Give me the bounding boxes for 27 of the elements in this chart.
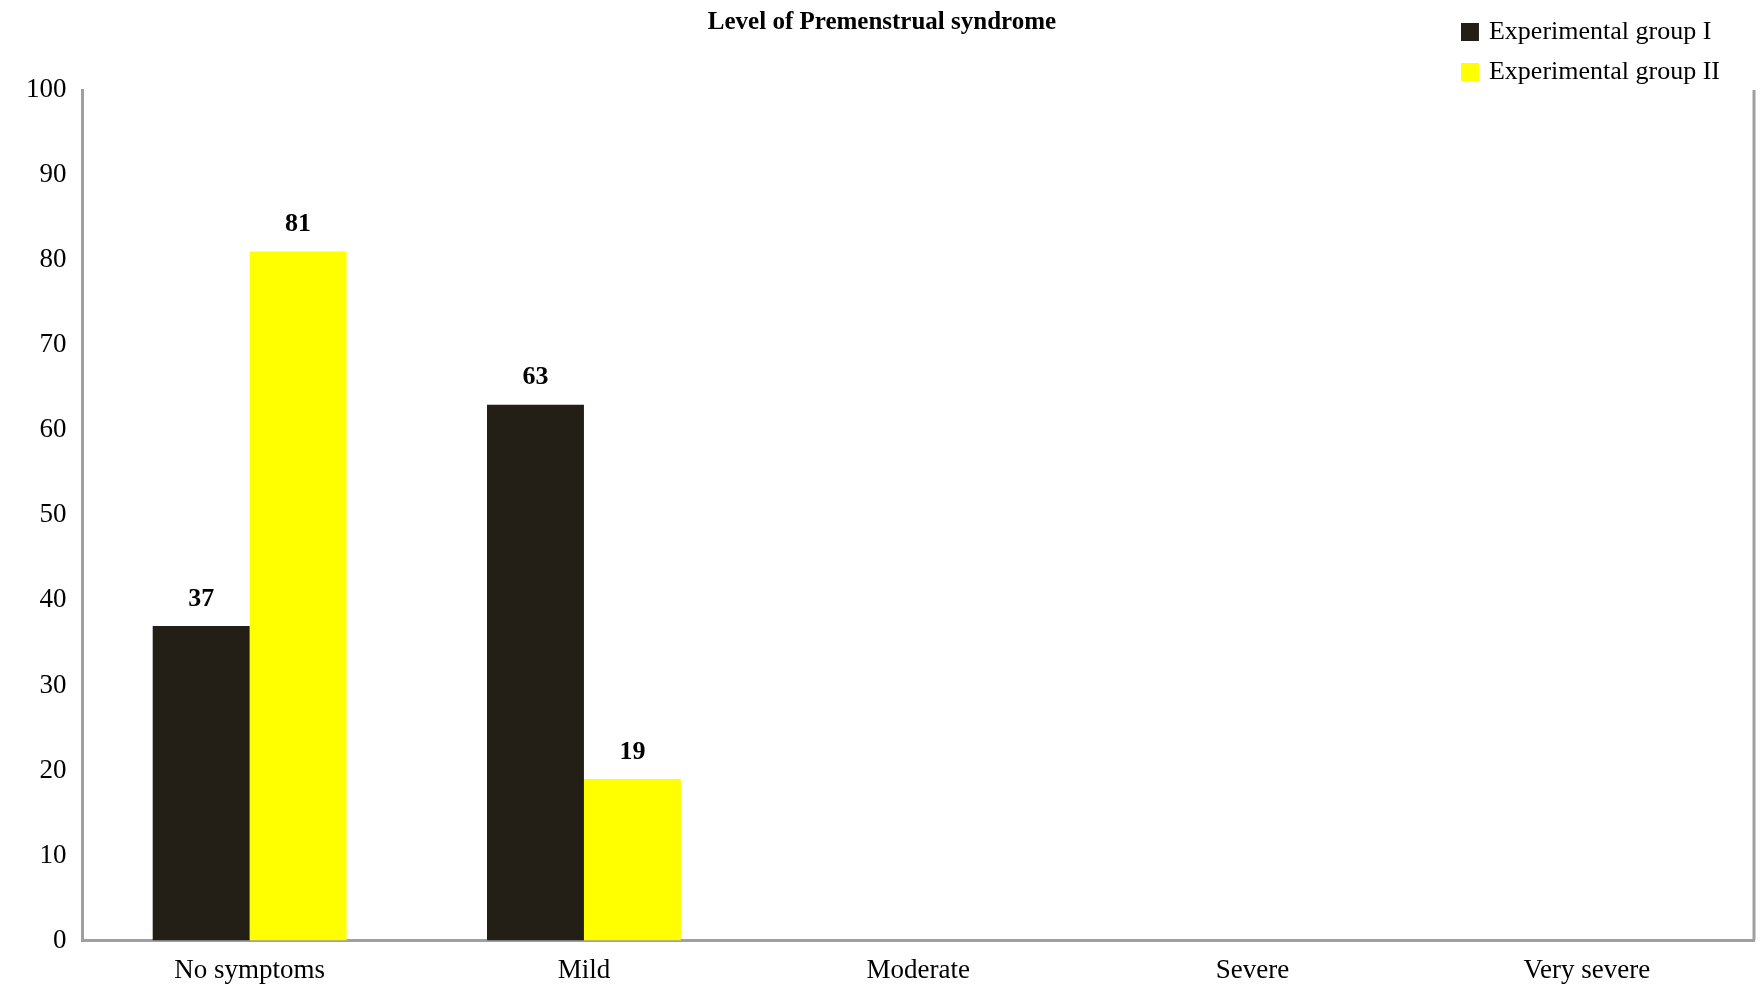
x-tick-label: Moderate	[866, 953, 970, 984]
x-tick-label: Very severe	[1523, 953, 1651, 984]
y-tick-label: 60	[39, 413, 67, 444]
chart-title: Level of Premenstrual syndrome	[707, 7, 1057, 35]
legend-label: Experimental group II	[1488, 55, 1720, 85]
bar	[487, 404, 584, 941]
y-tick-label: 50	[39, 498, 67, 529]
y-tick-label: 80	[39, 243, 67, 274]
y-tick-label: 70	[39, 328, 67, 359]
bar	[152, 625, 250, 941]
x-tick-label: Mild	[557, 953, 611, 984]
data-label: 81	[285, 208, 312, 238]
y-tick-label: 20	[39, 753, 67, 784]
y-tick-label: 30	[39, 668, 67, 699]
data-label: 37	[188, 582, 215, 612]
x-tick-label: No symptoms	[174, 953, 326, 984]
y-tick-label: 0	[53, 923, 67, 954]
data-label: 63	[522, 361, 549, 391]
y-tick-label: 10	[39, 838, 67, 869]
y-tick-label: 40	[39, 583, 67, 614]
bar	[249, 251, 347, 941]
bar	[583, 778, 681, 941]
x-tick-label: Severe	[1215, 953, 1290, 984]
y-tick-label: 90	[39, 158, 67, 189]
y-tick-label: 100	[26, 73, 67, 104]
data-label: 19	[619, 735, 646, 765]
legend-label: Experimental group I	[1488, 15, 1712, 45]
